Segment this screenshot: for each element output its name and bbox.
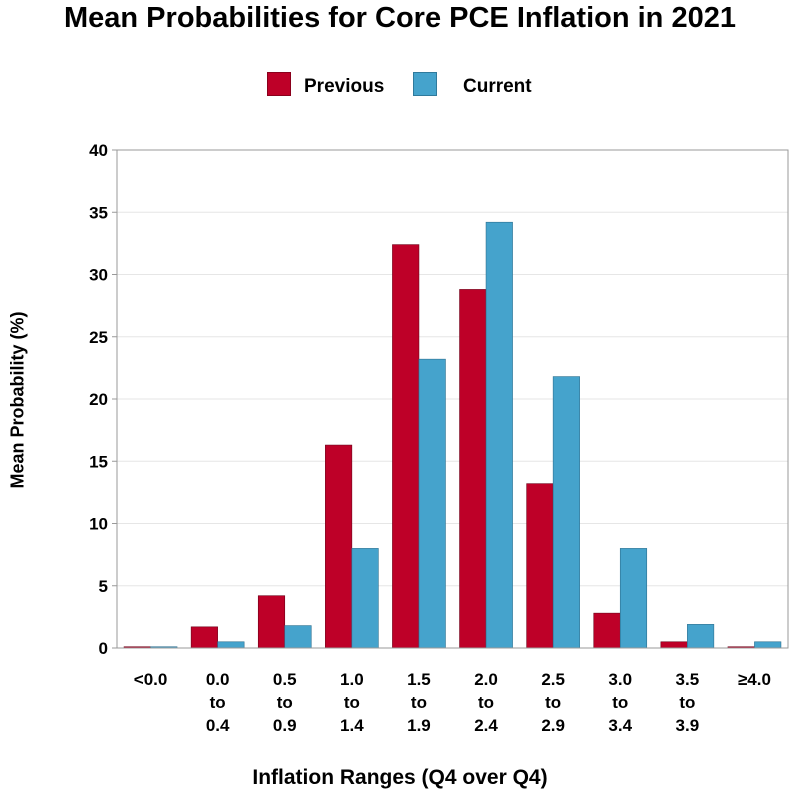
plot-area: 0 5 10 15 20 25 30 35 40 <0.0 0.0 to 0.4 0.5 to 0.9 1.0… bbox=[89, 141, 789, 735]
y-tick-label: 5 bbox=[99, 577, 108, 596]
y-tick-label: 15 bbox=[89, 452, 108, 471]
bar-previous-7 bbox=[593, 612, 621, 649]
y-tick-label: 20 bbox=[89, 390, 108, 409]
bar-current-9 bbox=[754, 641, 782, 649]
y-tick-label: 0 bbox=[99, 639, 108, 658]
x-tick-label: 0.5 to 0.9 bbox=[273, 670, 297, 735]
x-tick-label: 0.0 to 0.4 bbox=[206, 670, 230, 735]
y-tick-label: 25 bbox=[89, 328, 108, 347]
x-tick-label: 2.5 to 2.9 bbox=[541, 670, 565, 735]
legend-swatch-current bbox=[413, 72, 437, 96]
bar-current-8 bbox=[687, 624, 715, 649]
legend: Previous Current bbox=[0, 70, 800, 100]
y-tick-labels: 0 5 10 15 20 25 30 35 40 bbox=[89, 141, 117, 658]
y-tick-label: 35 bbox=[89, 203, 108, 222]
x-tick-label: 3.0 to 3.4 bbox=[608, 670, 632, 735]
bar-current-3 bbox=[351, 548, 379, 649]
bar-previous-2 bbox=[257, 595, 286, 649]
y-tick-label: 10 bbox=[89, 515, 108, 534]
bar-current-6 bbox=[552, 376, 580, 649]
bar-previous-1 bbox=[190, 626, 218, 649]
x-tick-label: 3.5 to 3.9 bbox=[676, 670, 700, 735]
x-tick-labels: <0.0 0.0 to 0.4 0.5 to 0.9 1.0 to 1.4 1.5 to 1.9 2.0 t… bbox=[134, 670, 771, 735]
bar-current-2 bbox=[284, 625, 312, 649]
bar-current-4 bbox=[418, 358, 446, 649]
bars bbox=[123, 221, 782, 649]
x-tick-label: ≥4.0 bbox=[738, 670, 771, 689]
x-tick-label: 1.5 to 1.9 bbox=[407, 670, 431, 735]
y-tick-label: 40 bbox=[89, 141, 108, 160]
bar-previous-5 bbox=[459, 289, 487, 649]
x-tick-label: 2.0 to 2.4 bbox=[474, 670, 498, 735]
chart-title: Mean Probabilities for Core PCE Inflatio… bbox=[64, 2, 736, 34]
bar-current-7 bbox=[619, 548, 648, 649]
bar-previous-8 bbox=[660, 641, 688, 649]
bar-previous-6 bbox=[526, 483, 554, 649]
bar-current-5 bbox=[485, 221, 513, 649]
legend-label-current: Current bbox=[463, 76, 532, 97]
x-tick-label: <0.0 bbox=[134, 670, 168, 689]
y-tick-label: 30 bbox=[89, 266, 108, 285]
legend-swatch-previous bbox=[267, 72, 291, 96]
bar-previous-3 bbox=[325, 444, 353, 649]
bar-current-1 bbox=[217, 641, 245, 649]
gridlines bbox=[117, 211, 788, 587]
x-axis-label: Inflation Ranges (Q4 over Q4) bbox=[252, 766, 548, 789]
legend-label-previous: Previous bbox=[304, 76, 385, 97]
x-tick-label: 1.0 to 1.4 bbox=[340, 670, 364, 735]
bar-previous-4 bbox=[392, 244, 420, 649]
